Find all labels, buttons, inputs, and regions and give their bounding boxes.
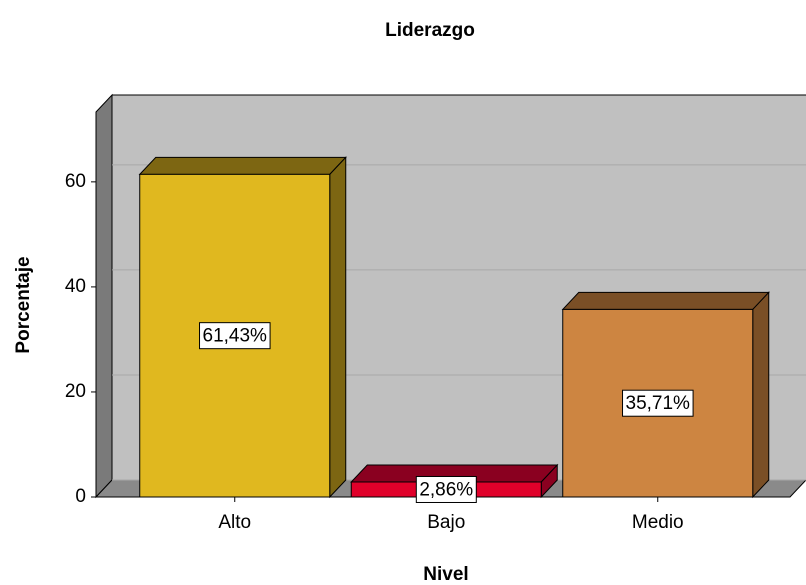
- data-label: 2,86%: [419, 480, 473, 501]
- bar-top: [138, 156, 347, 175]
- x-tick-label: Medio: [632, 512, 684, 533]
- y-axis-title: Porcentaje: [13, 256, 34, 353]
- y-tick-label: 0: [75, 486, 86, 507]
- data-label: 35,71%: [626, 393, 691, 414]
- y-tick-label: 60: [65, 171, 86, 192]
- chart-title: Liderazgo: [385, 20, 475, 41]
- bar-side: [329, 156, 347, 499]
- bar-side: [752, 291, 770, 499]
- data-label-box: [199, 322, 271, 350]
- y-tick-label: 20: [65, 381, 86, 402]
- data-label-box: [415, 475, 477, 503]
- x-tick-label: Bajo: [427, 512, 465, 533]
- x-axis-title: Nivel: [423, 564, 468, 585]
- left-wall: [95, 93, 113, 499]
- data-label-box: [622, 389, 694, 417]
- y-tick-label: 40: [65, 276, 86, 297]
- data-label: 61,43%: [203, 326, 268, 347]
- bar-top: [561, 291, 770, 310]
- x-tick-label: Alto: [218, 512, 251, 533]
